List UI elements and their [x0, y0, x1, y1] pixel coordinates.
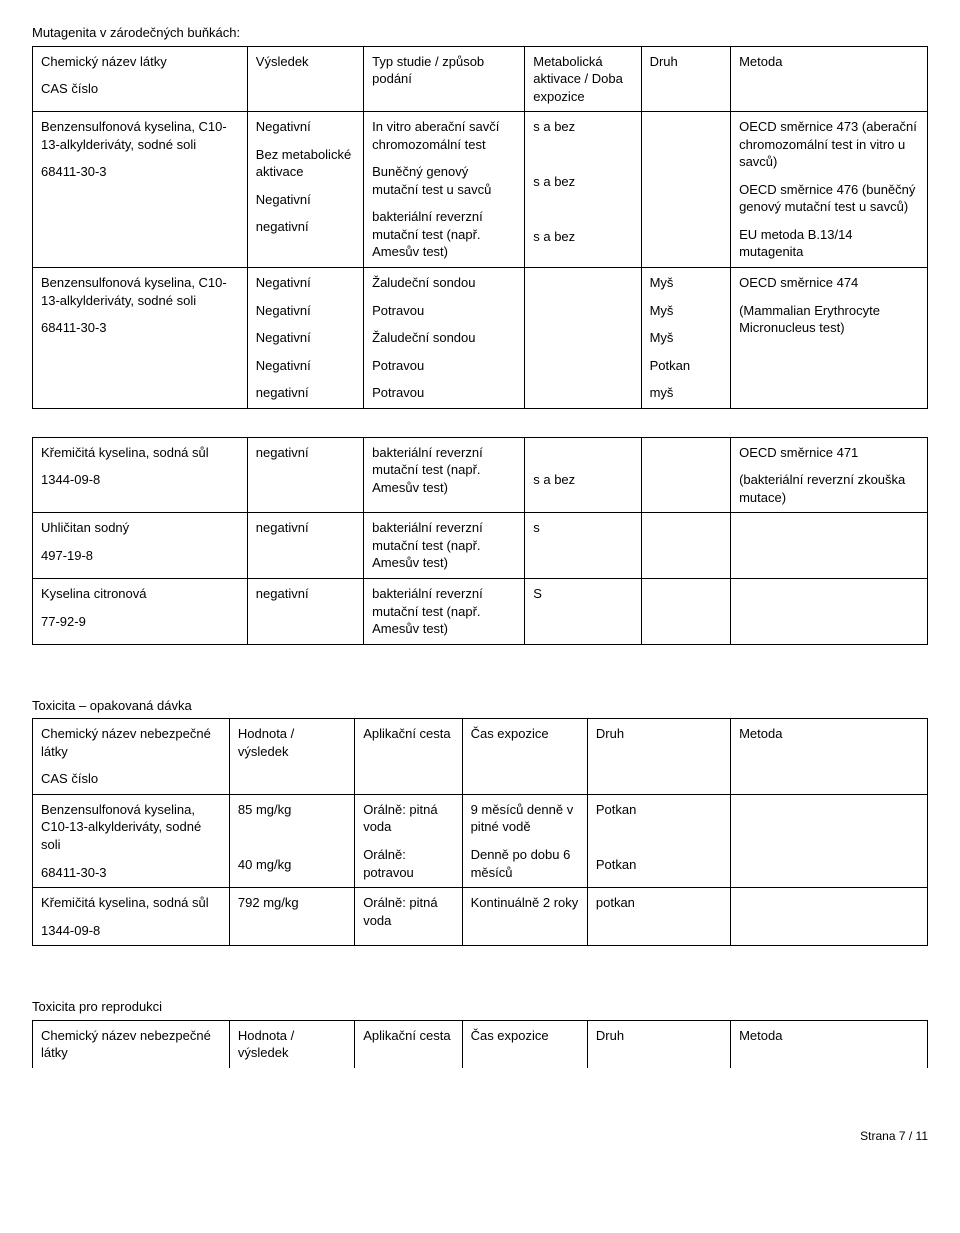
col-header: Hodnota / výsledek — [229, 719, 354, 795]
col-header: Čas expozice — [462, 1020, 587, 1068]
col-header: Druh — [641, 46, 731, 112]
cell-result: Negativní Bez metabolické aktivace Negat… — [247, 112, 363, 268]
cell-activation — [525, 268, 641, 409]
col-header: Chemický název nebezpečné látky — [33, 1020, 230, 1068]
cell-substance: Křemičitá kyselina, sodná sůl 1344-09-8 — [33, 888, 230, 946]
table-mutagenita-2: Křemičitá kyselina, sodná sůl 1344-09-8 … — [32, 437, 928, 645]
col-header: Hodnota / výsledek — [229, 1020, 354, 1068]
cell-method — [731, 888, 928, 946]
cell-species — [641, 579, 731, 645]
cell-value: 85 mg/kg 40 mg/kg — [229, 794, 354, 887]
cell-route: Orálně: pitná voda — [355, 888, 462, 946]
cell-type: bakteriální reverzní mutační test (např.… — [364, 579, 525, 645]
cell-substance: Benzensulfonová kyselina, C10-13-alkylde… — [33, 112, 248, 268]
cell-method — [731, 794, 928, 887]
cell-result: negativní — [247, 513, 363, 579]
cell-substance: Benzensulfonová kyselina, C10-13-alkylde… — [33, 268, 248, 409]
cell-substance: Uhličitan sodný 497-19-8 — [33, 513, 248, 579]
page-footer: Strana 7 / 11 — [32, 1128, 928, 1144]
cell-species — [641, 112, 731, 268]
cell-species: potkan — [587, 888, 730, 946]
cell-value: 792 mg/kg — [229, 888, 354, 946]
cell-activation: s a bez — [525, 437, 641, 513]
cell-species: Myš Myš Myš Potkan myš — [641, 268, 731, 409]
col-header: Druh — [587, 1020, 730, 1068]
cell-type: bakteriální reverzní mutační test (např.… — [364, 513, 525, 579]
cell-species: Potkan Potkan — [587, 794, 730, 887]
col-header: Výsledek — [247, 46, 363, 112]
col-header: Typ studie / způsob podání — [364, 46, 525, 112]
cell-type: bakteriální reverzní mutační test (např.… — [364, 437, 525, 513]
cell-route: Orálně: pitná voda Orálně: potravou — [355, 794, 462, 887]
cell-result: negativní — [247, 579, 363, 645]
cell-method: OECD směrnice 474 (Mammalian Erythrocyte… — [731, 268, 928, 409]
cell-substance: Křemičitá kyselina, sodná sůl 1344-09-8 — [33, 437, 248, 513]
cell-substance: Kyselina citronová 77-92-9 — [33, 579, 248, 645]
section-1-title: Mutagenita v zárodečných buňkách: — [32, 24, 928, 42]
col-header: Aplikační cesta — [355, 719, 462, 795]
col-header: Metoda — [731, 46, 928, 112]
col-header: Chemický název nebezpečné látky CAS čísl… — [33, 719, 230, 795]
section-4-title: Toxicita pro reprodukci — [32, 998, 928, 1016]
col-header: Metoda — [731, 1020, 928, 1068]
col-header: Aplikační cesta — [355, 1020, 462, 1068]
cell-activation: s — [525, 513, 641, 579]
cell-method — [731, 579, 928, 645]
cell-exposure: 9 měsíců denně v pitné vodě Denně po dob… — [462, 794, 587, 887]
section-3-title: Toxicita – opakovaná dávka — [32, 697, 928, 715]
col-header: Chemický název látky CAS číslo — [33, 46, 248, 112]
cell-method: OECD směrnice 473 (aberační chromozomáln… — [731, 112, 928, 268]
table-toxicita-dose: Chemický název nebezpečné látky CAS čísl… — [32, 718, 928, 946]
cell-method: OECD směrnice 471 (bakteriální reverzní … — [731, 437, 928, 513]
cell-activation: S — [525, 579, 641, 645]
cell-result: Negativní Negativní Negativní Negativní … — [247, 268, 363, 409]
cell-type: In vitro aberační savčí chromozomální te… — [364, 112, 525, 268]
table-toxicita-repro: Chemický název nebezpečné látky Hodnota … — [32, 1020, 928, 1068]
col-header: Čas expozice — [462, 719, 587, 795]
cell-result: negativní — [247, 437, 363, 513]
cell-substance: Benzensulfonová kyselina, C10-13-alkylde… — [33, 794, 230, 887]
cell-exposure: Kontinuálně 2 roky — [462, 888, 587, 946]
col-header: Metabolická aktivace / Doba expozice — [525, 46, 641, 112]
cell-activation: s a bez s a bez s a bez — [525, 112, 641, 268]
cell-type: Žaludeční sondou Potravou Žaludeční sond… — [364, 268, 525, 409]
cell-method — [731, 513, 928, 579]
col-header: Metoda — [731, 719, 928, 795]
col-header: Druh — [587, 719, 730, 795]
cell-species — [641, 513, 731, 579]
cell-species — [641, 437, 731, 513]
table-mutagenita: Chemický název látky CAS číslo Výsledek … — [32, 46, 928, 409]
